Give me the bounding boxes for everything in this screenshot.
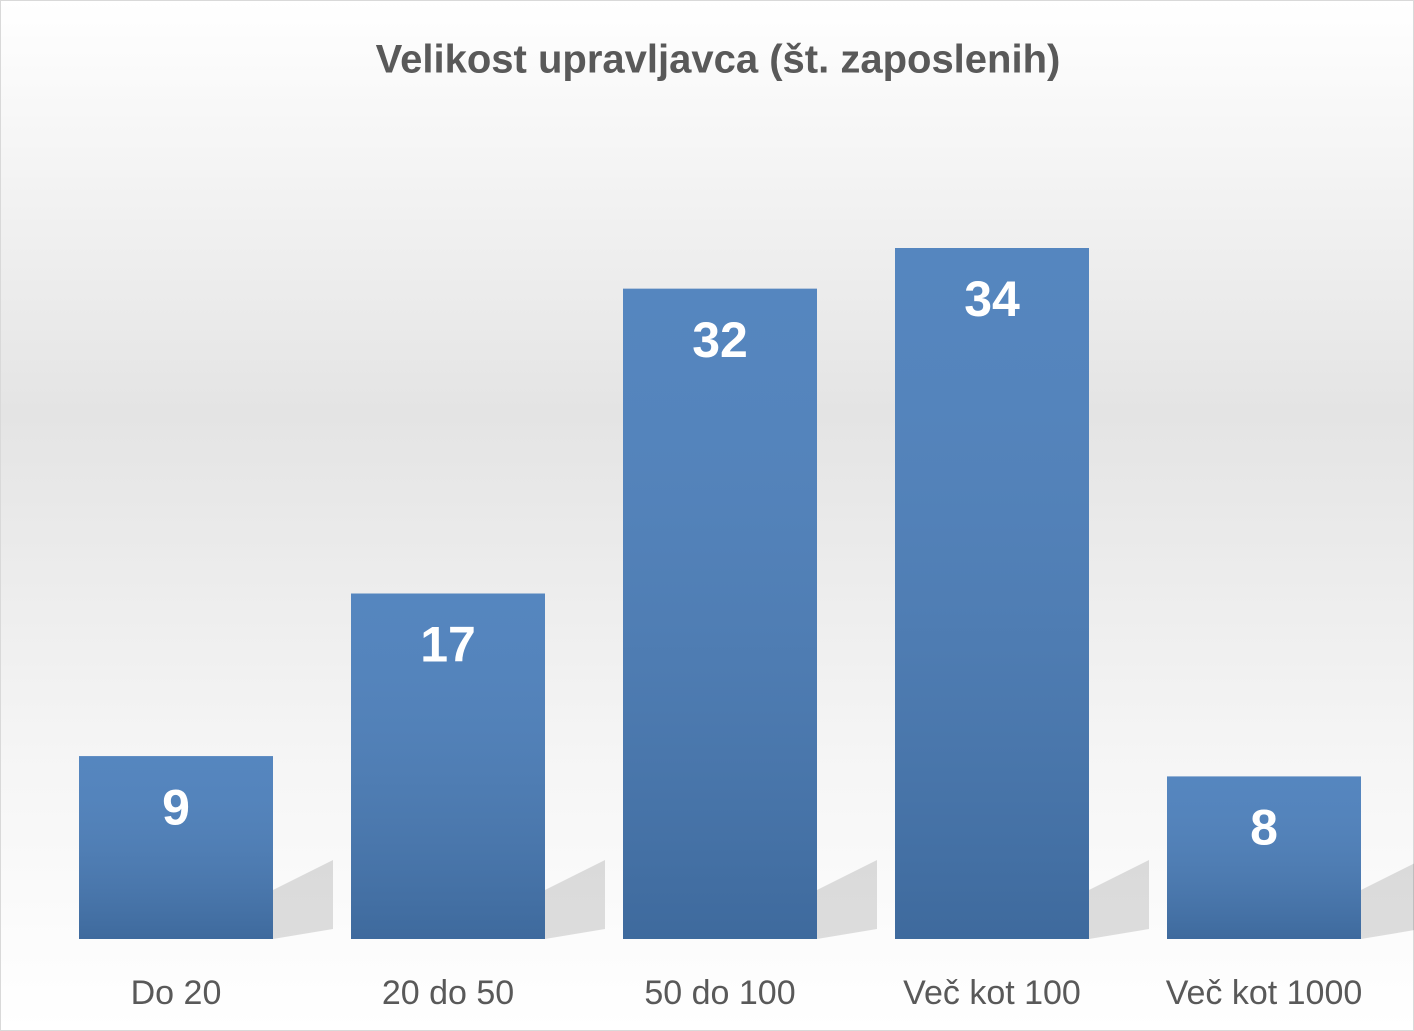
bar-shade bbox=[351, 593, 545, 939]
bar-shadow bbox=[1361, 863, 1414, 939]
bar-shade bbox=[1167, 776, 1361, 939]
data-label: 17 bbox=[420, 617, 476, 673]
bar-shadow bbox=[817, 860, 877, 939]
bar-shadow bbox=[273, 860, 333, 939]
data-label: 34 bbox=[964, 271, 1020, 327]
x-tick-label: 20 do 50 bbox=[382, 974, 514, 1012]
x-tick-label: Do 20 bbox=[131, 974, 222, 1012]
data-label: 8 bbox=[1250, 800, 1278, 856]
x-tick-label: 50 do 100 bbox=[644, 974, 795, 1012]
bar-shade bbox=[895, 248, 1089, 939]
bar-shade bbox=[79, 756, 273, 939]
chart-title: Velikost upravljavca (št. zaposlenih) bbox=[376, 38, 1061, 82]
x-tick-label: Več kot 100 bbox=[903, 974, 1081, 1012]
bar-shadow bbox=[545, 860, 605, 939]
x-tick-label: Več kot 1000 bbox=[1166, 974, 1363, 1012]
bar-shade bbox=[623, 288, 817, 939]
bar-shadow bbox=[1089, 860, 1149, 939]
data-label: 32 bbox=[692, 312, 748, 368]
data-label: 9 bbox=[162, 779, 190, 835]
